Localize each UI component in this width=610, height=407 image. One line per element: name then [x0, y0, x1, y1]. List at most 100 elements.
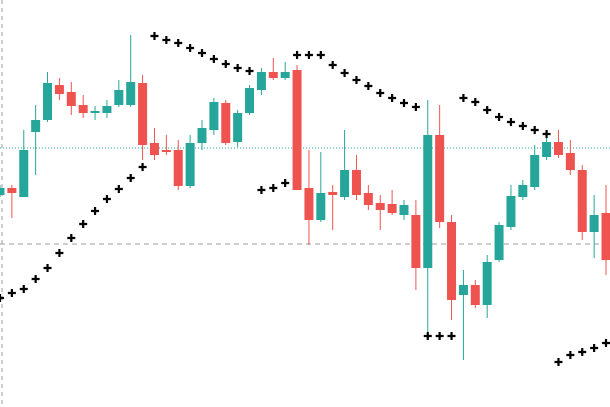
sar-marker [471, 98, 480, 106]
candle-body [542, 142, 552, 157]
candle-body [577, 170, 587, 232]
candle-body [221, 103, 231, 143]
candle-body [292, 70, 302, 190]
sar-marker [150, 32, 159, 40]
candle-body [114, 90, 124, 105]
candle-body [387, 204, 397, 213]
sar-marker [67, 234, 76, 242]
sar-marker [542, 130, 551, 138]
candle-body [506, 196, 516, 227]
sar-marker [352, 76, 361, 84]
sar-marker [435, 332, 444, 340]
sar-marker [411, 103, 420, 111]
candle-body [435, 135, 445, 222]
candle-body [185, 143, 195, 186]
candle-body [19, 150, 29, 197]
sar-marker [578, 348, 587, 356]
sar-marker [316, 51, 325, 59]
sar-marker [328, 61, 337, 69]
candle-body [268, 72, 278, 78]
sar-marker [233, 64, 242, 72]
sar-marker [79, 220, 88, 228]
candle-body [494, 225, 504, 260]
sar-marker [174, 39, 183, 47]
candle-body [90, 111, 100, 113]
sar-marker [530, 126, 539, 134]
candle-body [233, 113, 243, 142]
candle-body [7, 188, 17, 193]
sar-marker [186, 44, 195, 52]
candle-body [0, 188, 5, 195]
sar-marker [566, 351, 575, 359]
sar-marker [43, 264, 52, 272]
candle-body [565, 153, 575, 170]
candle-body [31, 120, 41, 132]
sar-marker [7, 289, 16, 297]
candle-body [482, 262, 492, 305]
sar-marker [590, 344, 599, 352]
candle-body [458, 285, 468, 295]
sar-marker [31, 275, 40, 283]
candle-body [173, 150, 183, 186]
candle-body [553, 142, 563, 155]
sar-marker [209, 55, 218, 63]
candle-body [351, 170, 361, 195]
candle-body [138, 83, 148, 145]
sar-marker [257, 186, 266, 194]
candle-body [328, 192, 338, 195]
sar-marker [304, 51, 313, 59]
candle-body [589, 215, 599, 232]
sar-marker [269, 184, 278, 192]
sar-marker [447, 332, 456, 340]
sar-marker [138, 163, 147, 171]
candle-body [518, 185, 528, 197]
sar-marker [602, 339, 610, 347]
sar-marker [554, 358, 563, 366]
sar-marker [495, 113, 504, 121]
sar-marker [91, 207, 100, 215]
candle-body [197, 128, 207, 143]
candle-body [601, 213, 610, 260]
candle-body [340, 170, 350, 197]
sar-marker [400, 99, 408, 107]
candle-body [54, 85, 64, 94]
candle-body [78, 105, 88, 113]
sar-marker [198, 49, 206, 57]
candle-body [43, 83, 53, 120]
sar-marker [506, 118, 515, 126]
sar-marker [364, 82, 373, 90]
sar-marker [281, 179, 290, 187]
candle-body [209, 102, 219, 130]
candle-body [399, 205, 409, 215]
candle-body [161, 150, 171, 152]
sar-marker [162, 36, 171, 44]
sar-marker [245, 67, 254, 75]
sar-marker [459, 94, 468, 102]
sar-marker [340, 69, 349, 77]
sar-marker [376, 89, 385, 97]
sar-marker [114, 185, 123, 193]
candle-body [149, 143, 159, 155]
sar-marker [126, 174, 135, 182]
sar-marker [102, 195, 111, 203]
candle-body [280, 72, 290, 78]
sar-marker [221, 60, 230, 68]
candle-body [316, 193, 326, 220]
candle-body [256, 72, 266, 90]
candle-body [411, 215, 421, 268]
candle-body [245, 88, 255, 113]
candle-body [470, 285, 480, 305]
sar-marker [388, 94, 397, 102]
sar-marker [518, 122, 527, 130]
candle-body [304, 188, 314, 220]
sar-marker [0, 294, 4, 302]
candle-body [447, 222, 457, 300]
sar-marker [19, 285, 28, 293]
candle-body [102, 106, 112, 113]
candle-body [363, 193, 373, 205]
sar-marker [483, 106, 492, 114]
candle-body [375, 203, 385, 210]
candle-body [530, 155, 540, 187]
sar-marker [423, 332, 432, 340]
